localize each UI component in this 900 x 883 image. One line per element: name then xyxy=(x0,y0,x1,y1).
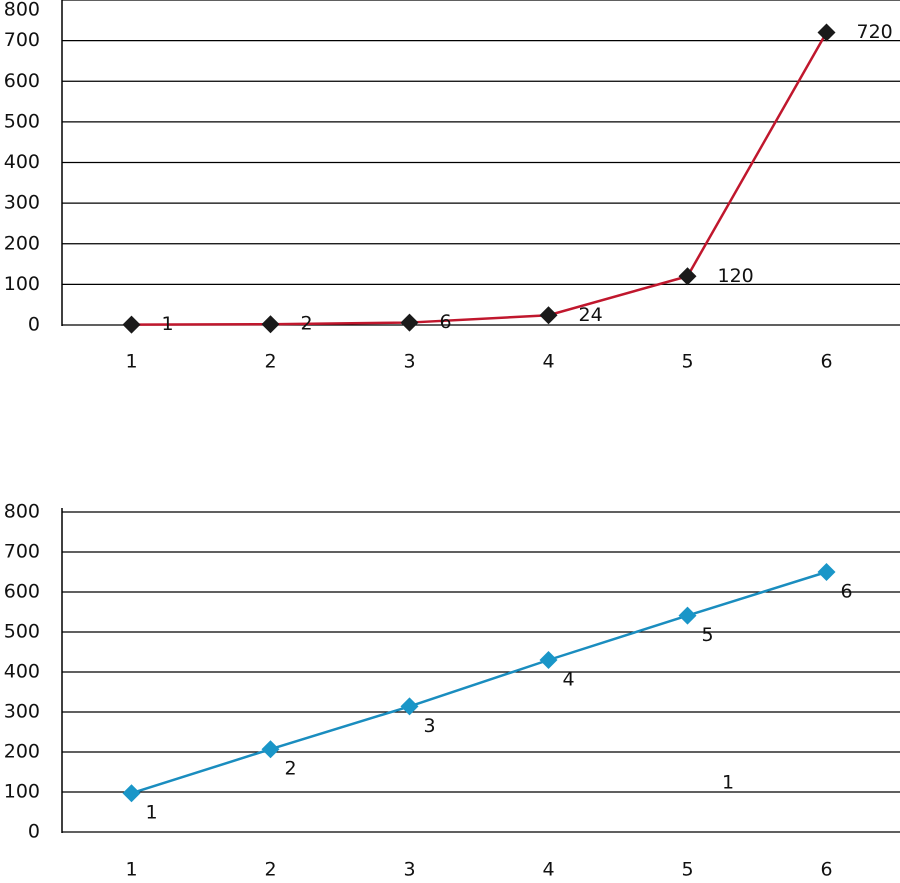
data-label: 1 xyxy=(162,313,174,335)
y-tick-label: 500 xyxy=(4,110,40,132)
y-tick-label: 0 xyxy=(28,314,40,336)
data-label: 120 xyxy=(718,265,754,287)
data-label: 2 xyxy=(301,313,313,335)
y-tick-label: 400 xyxy=(4,151,40,173)
x-tick-label: 1 xyxy=(125,351,137,373)
x-tick-label: 6 xyxy=(820,859,832,881)
y-tick-label: 0 xyxy=(28,821,40,843)
data-label: 6 xyxy=(440,311,452,333)
y-tick-label: 500 xyxy=(4,621,40,643)
y-tick-label: 700 xyxy=(4,29,40,51)
point-label: 6 xyxy=(841,581,853,603)
x-tick-label: 4 xyxy=(542,351,554,373)
y-tick-label: 200 xyxy=(4,232,40,254)
marker xyxy=(678,267,697,286)
y-tick-label: 700 xyxy=(4,541,40,563)
y-tick-label: 600 xyxy=(4,70,40,92)
marker xyxy=(261,740,280,759)
y-tick-label: 300 xyxy=(4,192,40,214)
y-tick-label: 800 xyxy=(4,0,40,21)
point-label: 1 xyxy=(146,802,158,824)
marker xyxy=(539,651,558,669)
x-tick-label: 3 xyxy=(403,351,415,373)
x-tick-label: 5 xyxy=(681,859,693,881)
x-tick-label: 2 xyxy=(264,351,276,373)
annotation: 1 xyxy=(722,772,734,794)
y-tick-label: 800 xyxy=(4,501,40,523)
y-tick-label: 100 xyxy=(4,273,40,295)
marker xyxy=(400,313,419,332)
data-label: 24 xyxy=(579,304,603,326)
marker xyxy=(678,606,697,625)
point-label: 5 xyxy=(702,624,714,646)
y-tick-label: 300 xyxy=(4,701,40,723)
x-tick-label: 1 xyxy=(125,859,137,881)
marker xyxy=(122,315,141,334)
marker xyxy=(122,784,141,803)
x-tick-label: 6 xyxy=(820,351,832,373)
x-tick-label: 3 xyxy=(403,859,415,881)
point-label: 4 xyxy=(563,669,575,691)
y-tick-label: 400 xyxy=(4,661,40,683)
data-label: 720 xyxy=(857,21,893,43)
marker xyxy=(817,23,836,42)
marker xyxy=(817,563,836,581)
point-label: 3 xyxy=(424,715,436,737)
marker xyxy=(539,306,558,325)
x-tick-label: 2 xyxy=(264,859,276,881)
marker xyxy=(261,315,280,334)
y-tick-label: 200 xyxy=(4,741,40,763)
series-line xyxy=(131,570,827,795)
y-tick-label: 600 xyxy=(4,581,40,603)
point-label: 2 xyxy=(285,758,297,780)
series-line xyxy=(131,31,828,326)
y-tick-label: 100 xyxy=(4,781,40,803)
x-tick-label: 5 xyxy=(681,351,693,373)
marker xyxy=(400,697,419,716)
x-tick-label: 4 xyxy=(542,859,554,881)
